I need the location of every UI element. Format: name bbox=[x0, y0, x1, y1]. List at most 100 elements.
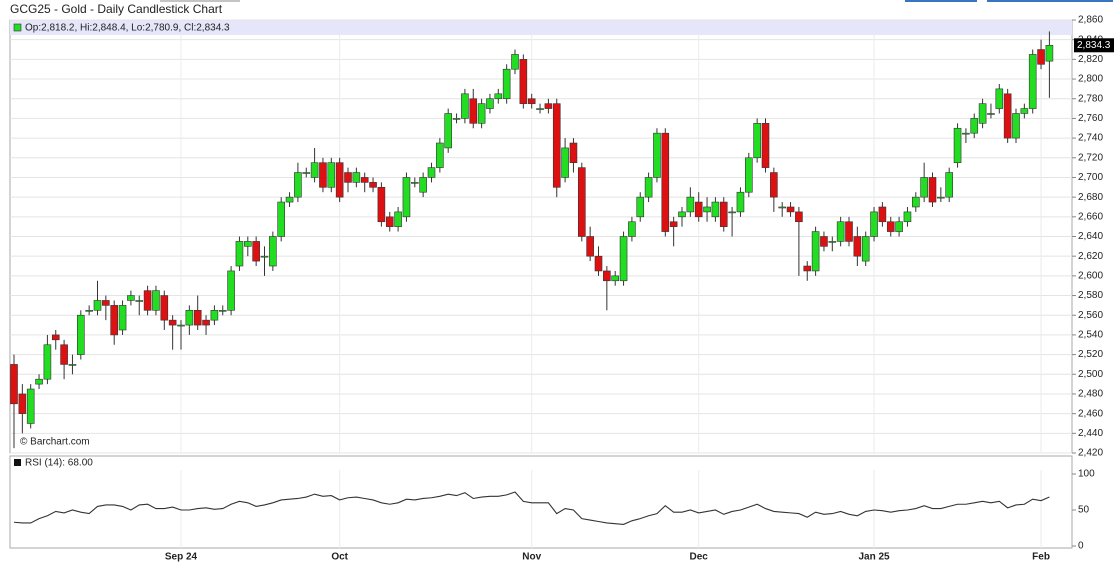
candle-body bbox=[494, 93, 503, 100]
candle-body bbox=[661, 132, 670, 232]
x-tick-label: Sep 24 bbox=[165, 552, 198, 563]
candle-body bbox=[820, 236, 828, 247]
legend-swatch bbox=[13, 23, 22, 32]
candle-body bbox=[160, 295, 169, 321]
candle-body bbox=[436, 142, 444, 168]
candle-body bbox=[394, 211, 402, 227]
y-tick-label: 50 bbox=[1078, 505, 1090, 516]
candle-body bbox=[561, 147, 569, 178]
candle-body bbox=[853, 236, 862, 257]
candle-body bbox=[93, 300, 102, 311]
candle-body bbox=[360, 177, 369, 183]
candle-body bbox=[469, 98, 478, 124]
candle-body bbox=[803, 265, 812, 272]
y-tick-label: 2,520 bbox=[1078, 349, 1103, 360]
candle-body bbox=[26, 388, 35, 424]
last-price-box bbox=[1074, 38, 1114, 53]
candle-body bbox=[878, 206, 887, 223]
y-tick-label: 2,800 bbox=[1078, 74, 1103, 85]
candle-body bbox=[1003, 93, 1012, 139]
candle-body bbox=[945, 172, 954, 198]
rsi-panel bbox=[9, 455, 1073, 549]
candle-body bbox=[903, 211, 912, 223]
candle-body bbox=[911, 196, 920, 208]
candle-body bbox=[603, 270, 611, 282]
candle-body bbox=[102, 300, 110, 306]
candle-body bbox=[335, 162, 344, 198]
candle-body bbox=[402, 177, 411, 218]
x-tick-label: Nov bbox=[522, 552, 541, 563]
y-tick-label: 2,620 bbox=[1078, 251, 1103, 262]
candle-body bbox=[828, 241, 837, 243]
candle-body bbox=[678, 211, 686, 218]
x-tick-label: Jan 25 bbox=[858, 552, 890, 563]
candle-body bbox=[744, 157, 753, 193]
candle-body bbox=[410, 182, 419, 184]
candle-body bbox=[703, 206, 711, 213]
candle-body bbox=[168, 319, 177, 326]
candle-body bbox=[210, 310, 219, 321]
candle-body bbox=[519, 59, 528, 104]
candle-body bbox=[719, 201, 728, 227]
candle-body bbox=[586, 236, 594, 257]
candle-body bbox=[452, 118, 461, 120]
y-tick-label: 2,700 bbox=[1078, 172, 1103, 183]
candle-body bbox=[886, 221, 895, 232]
candle-body bbox=[461, 93, 469, 119]
candle-body bbox=[35, 378, 43, 385]
candle-body bbox=[795, 211, 803, 223]
candle-body bbox=[43, 344, 52, 380]
candle-body bbox=[711, 201, 720, 218]
candle-body bbox=[444, 113, 453, 149]
candle-body bbox=[511, 54, 519, 70]
y-tick-label: 2,500 bbox=[1078, 369, 1103, 380]
candle-body bbox=[502, 68, 511, 100]
candle-body bbox=[319, 162, 327, 188]
candle-body bbox=[135, 300, 144, 302]
candle-body bbox=[577, 167, 586, 237]
candle-body bbox=[427, 167, 436, 178]
candle-body bbox=[778, 206, 787, 209]
candle-body bbox=[218, 310, 227, 312]
candle-body bbox=[419, 177, 427, 193]
candle-body bbox=[978, 103, 987, 124]
candle-body bbox=[970, 118, 979, 134]
candle-body bbox=[836, 221, 845, 242]
y-tick-label: 2,560 bbox=[1078, 310, 1103, 321]
legend-band bbox=[10, 20, 1072, 35]
candle-body bbox=[1028, 54, 1037, 109]
candle-body bbox=[861, 236, 870, 262]
candle-body bbox=[18, 393, 27, 414]
candle-body bbox=[995, 88, 1004, 109]
y-tick-label: 2,440 bbox=[1078, 428, 1103, 439]
candle-body bbox=[962, 132, 970, 135]
candle-body bbox=[177, 324, 185, 327]
candle-body bbox=[937, 196, 945, 199]
x-tick-label: Oct bbox=[331, 552, 348, 563]
watermark: © Barchart.com bbox=[20, 437, 90, 448]
candle-body bbox=[477, 103, 486, 124]
y-tick-label: 2,680 bbox=[1078, 192, 1103, 203]
candle-body bbox=[736, 191, 745, 213]
candle-body bbox=[611, 275, 620, 282]
y-tick-label: 2,460 bbox=[1078, 408, 1103, 419]
rsi-label: RSI (14): 68.00 bbox=[25, 458, 93, 469]
candle-body bbox=[344, 172, 352, 183]
candle-body bbox=[628, 221, 636, 237]
candle-body bbox=[987, 113, 995, 115]
y-tick-label: 2,660 bbox=[1078, 211, 1103, 222]
candle-body bbox=[285, 196, 294, 203]
candle-body bbox=[928, 177, 937, 203]
y-tick-label: 2,640 bbox=[1078, 231, 1103, 242]
candle-body bbox=[352, 172, 361, 183]
y-tick-label: 100 bbox=[1078, 469, 1095, 480]
candle-body bbox=[753, 123, 761, 159]
candle-body bbox=[845, 221, 853, 242]
candle-body bbox=[77, 314, 85, 355]
candle-body bbox=[310, 162, 319, 178]
candle-body bbox=[953, 127, 962, 163]
candle-body bbox=[327, 162, 336, 188]
candle-body bbox=[110, 305, 118, 336]
y-tick-label: 2,480 bbox=[1078, 389, 1103, 400]
candle-body bbox=[895, 221, 903, 232]
